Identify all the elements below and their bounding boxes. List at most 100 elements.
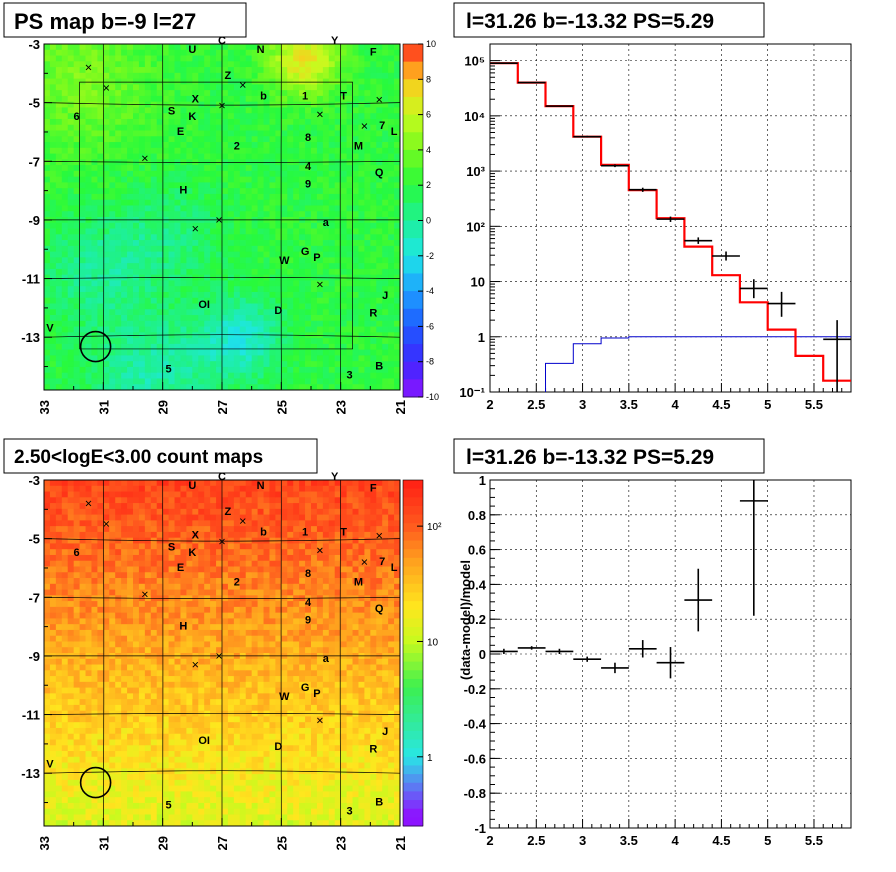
colorbar-segment bbox=[403, 202, 423, 221]
heatmap-cell bbox=[133, 618, 140, 625]
heatmap-cell bbox=[44, 113, 51, 120]
heatmap-cell bbox=[394, 199, 401, 206]
heatmap-cell bbox=[121, 263, 128, 270]
heatmap-cell bbox=[97, 572, 104, 579]
heatmap-cell bbox=[85, 751, 92, 758]
heatmap-cell bbox=[156, 814, 164, 821]
heatmap-cell bbox=[168, 366, 175, 374]
heatmap-cell bbox=[61, 72, 69, 79]
heatmap-cell bbox=[121, 240, 128, 247]
heatmap-cell bbox=[263, 234, 270, 241]
heatmap-cell bbox=[305, 193, 312, 201]
heatmap-cell bbox=[287, 67, 294, 74]
heatmap-cell bbox=[156, 727, 164, 735]
heatmap-cell bbox=[91, 372, 98, 379]
heatmap-cell bbox=[61, 263, 69, 270]
heatmap-cell bbox=[210, 326, 217, 333]
heatmap-cell bbox=[109, 188, 116, 195]
heatmap-cell bbox=[103, 618, 110, 625]
heatmap-cell bbox=[91, 165, 98, 172]
heatmap-cell bbox=[370, 199, 377, 206]
heatmap-cell bbox=[293, 124, 300, 131]
heatmap-cell bbox=[257, 170, 264, 178]
heatmap-cell bbox=[133, 291, 140, 299]
heatmap-cell bbox=[316, 188, 324, 195]
heatmap-cell bbox=[61, 95, 69, 103]
heatmap-cell bbox=[55, 572, 63, 579]
heatmap-cell bbox=[322, 90, 330, 97]
heatmap-cell bbox=[382, 95, 389, 103]
heatmap-cell bbox=[79, 113, 86, 120]
heatmap-cell bbox=[49, 338, 57, 345]
heatmap-cell bbox=[257, 251, 264, 258]
heatmap-cell bbox=[322, 291, 330, 299]
heatmap-cell bbox=[44, 514, 51, 521]
heatmap-cell bbox=[328, 338, 336, 345]
heatmap-cell bbox=[67, 802, 75, 810]
heatmap-cell bbox=[91, 583, 98, 590]
heatmap-cell bbox=[49, 693, 57, 700]
heatmap-cell bbox=[239, 130, 247, 137]
heatmap-cell bbox=[305, 240, 312, 247]
heatmap-cell bbox=[168, 315, 175, 322]
heatmap-cell bbox=[49, 170, 57, 178]
heatmap-cell bbox=[115, 355, 122, 362]
heatmap-cell bbox=[198, 361, 205, 368]
heatmap-cell bbox=[97, 774, 104, 781]
heatmap-cell bbox=[168, 182, 175, 189]
heatmap-cell bbox=[49, 624, 57, 631]
heatmap-cell bbox=[91, 554, 98, 562]
heatmap-cell bbox=[85, 124, 92, 131]
heatmap-cell bbox=[322, 142, 330, 149]
heatmap-cell bbox=[340, 165, 347, 172]
heatmap-cell bbox=[133, 338, 140, 345]
heatmap-cell bbox=[269, 199, 276, 206]
heatmap-cell bbox=[156, 629, 164, 637]
heatmap-cell bbox=[316, 211, 324, 218]
heatmap-cell bbox=[55, 153, 63, 160]
heatmap-cell bbox=[55, 508, 63, 515]
heatmap-cell bbox=[91, 681, 98, 688]
heatmap-cell bbox=[174, 147, 181, 154]
heatmap-cell bbox=[162, 733, 169, 740]
heatmap-cell bbox=[204, 84, 211, 91]
heatmap-cell bbox=[293, 90, 300, 97]
heatmap-cell bbox=[162, 739, 169, 746]
heatmap-cell bbox=[251, 268, 258, 276]
heatmap-cell bbox=[67, 84, 75, 91]
heatmap-cell bbox=[109, 745, 116, 752]
heatmap-cell bbox=[233, 297, 241, 304]
heatmap-cell bbox=[233, 332, 241, 339]
heatmap-cell bbox=[156, 722, 164, 729]
heatmap-cell bbox=[103, 733, 110, 740]
heatmap-cell bbox=[156, 606, 164, 614]
heatmap-cell bbox=[364, 303, 371, 310]
heatmap-cell bbox=[103, 745, 110, 752]
heatmap-cell bbox=[382, 84, 389, 91]
heatmap-cell bbox=[150, 681, 158, 688]
heatmap-cell bbox=[245, 84, 253, 91]
heatmap-cell bbox=[346, 49, 353, 56]
heatmap-cell bbox=[281, 55, 288, 62]
heatmap-cell bbox=[127, 338, 134, 345]
heatmap-cell bbox=[216, 147, 223, 154]
heatmap-cell bbox=[44, 159, 51, 166]
heatmap-cell bbox=[115, 142, 122, 149]
heatmap-cell bbox=[156, 188, 164, 195]
heatmap-cell bbox=[216, 113, 223, 120]
heatmap-cell bbox=[204, 291, 211, 299]
heatmap-cell bbox=[269, 78, 276, 85]
heatmap-cell bbox=[334, 257, 342, 264]
heatmap-cell bbox=[61, 497, 69, 504]
heatmap-cell bbox=[97, 785, 104, 792]
heatmap-cell bbox=[55, 240, 63, 247]
source-cross-marker bbox=[85, 64, 92, 71]
heatmap-cell bbox=[358, 193, 365, 201]
heatmap-cell bbox=[322, 72, 330, 79]
heatmap-cell bbox=[388, 320, 395, 327]
heatmap-cell bbox=[91, 153, 98, 160]
heatmap-cell bbox=[49, 222, 57, 229]
heatmap-cell bbox=[91, 113, 98, 120]
heatmap-cell bbox=[388, 372, 395, 379]
heatmap-cell bbox=[394, 176, 401, 183]
